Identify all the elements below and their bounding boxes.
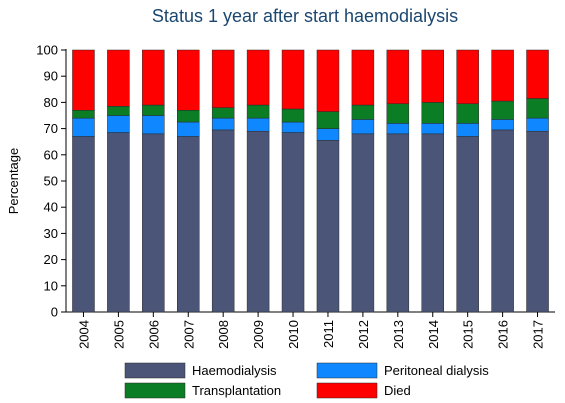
bar-segment	[526, 130, 549, 313]
bar-segment	[316, 111, 340, 129]
y-axis-label: Percentage	[6, 148, 21, 215]
bar-segment	[142, 49, 165, 106]
x-tick-label: 2014	[426, 320, 441, 349]
y-tick-label: 60	[44, 147, 58, 162]
bar-segment	[142, 104, 165, 116]
y-tick-label: 10	[44, 278, 58, 293]
y-tick-label: 90	[44, 69, 58, 84]
x-tick-label: 2011	[321, 320, 336, 348]
y-tick-label: 70	[44, 121, 58, 136]
bar-segment	[386, 123, 410, 135]
bar-segment	[456, 123, 479, 137]
bar-segment	[491, 100, 514, 120]
y-tick-label: 20	[44, 252, 58, 267]
x-tick-label: 2005	[111, 320, 126, 349]
y-tick-label: 50	[44, 174, 58, 189]
bar-segment	[281, 49, 305, 110]
bar-segment	[281, 132, 305, 313]
bar-segment	[316, 140, 340, 313]
x-tick-label: 2016	[496, 320, 511, 349]
bar-segment	[491, 49, 514, 102]
bar-segment	[526, 49, 549, 99]
bar-segment	[211, 49, 235, 108]
y-tick-label: 0	[51, 305, 58, 320]
bar-segment	[246, 104, 270, 119]
bar-segment	[386, 49, 410, 104]
bar-segment	[456, 136, 479, 313]
bar-segment	[72, 136, 95, 313]
bar-segment	[456, 103, 479, 124]
bar-segment	[177, 49, 200, 111]
bar-segment	[351, 104, 375, 120]
chart-title: Status 1 year after start haemodialysis	[152, 6, 458, 26]
bar-segment	[107, 115, 130, 133]
bar-segment	[107, 49, 130, 107]
x-tick-label: 2015	[461, 320, 476, 349]
bar-segment	[281, 108, 305, 123]
bar-segment	[491, 119, 514, 131]
bar-segment	[211, 107, 235, 119]
bar-segment	[246, 130, 270, 313]
y-tick-label: 40	[44, 200, 58, 215]
bar-segment	[72, 49, 95, 111]
x-tick-label: 2008	[216, 320, 231, 349]
bar-segment	[421, 49, 444, 103]
legend-swatch	[124, 382, 186, 399]
bar-segment	[246, 117, 270, 132]
bar-segment	[456, 49, 479, 104]
bar-segment	[72, 110, 95, 119]
legend-label: Died	[384, 383, 411, 398]
bar-segment	[351, 133, 375, 313]
bar-segment	[107, 106, 130, 116]
bar-segment	[142, 115, 165, 135]
bar-segment	[421, 133, 444, 313]
x-tick-label: 2007	[181, 320, 196, 349]
bar-segment	[386, 103, 410, 124]
legend-label: Transplantation	[192, 383, 281, 398]
bar-segment	[177, 110, 200, 123]
bar-segment	[526, 98, 549, 119]
bar-segment	[177, 136, 200, 313]
bar-segment	[177, 121, 200, 137]
bar-segment	[142, 133, 165, 313]
bar-segment	[491, 129, 514, 313]
bar-segment	[281, 121, 305, 133]
y-tick-label: 100	[36, 43, 58, 58]
bar-segment	[107, 132, 130, 313]
bar-segment	[421, 102, 444, 124]
x-tick-label: 2009	[251, 320, 266, 349]
bar-segment	[351, 119, 375, 135]
legend-swatch	[316, 362, 378, 379]
legend-label: Peritoneal dialysis	[384, 363, 489, 378]
x-tick-label: 2017	[531, 320, 546, 349]
bar-segment	[211, 129, 235, 313]
x-tick-label: 2013	[391, 320, 406, 349]
x-tick-label: 2010	[286, 320, 301, 349]
legend-swatch	[316, 382, 378, 399]
x-tick-label: 2012	[356, 320, 371, 349]
bar-segment	[246, 49, 270, 106]
legend-swatch	[124, 362, 186, 379]
bar-segment	[316, 49, 340, 112]
bar-segment	[421, 123, 444, 135]
bar-segment	[351, 49, 375, 106]
bar-segment	[316, 128, 340, 141]
y-tick-label: 80	[44, 95, 58, 110]
bar-segment	[526, 117, 549, 132]
x-tick-label: 2006	[146, 320, 161, 349]
bar-segment	[211, 117, 235, 131]
bar-segment	[386, 133, 410, 313]
bar-segment	[72, 117, 95, 137]
y-tick-label: 30	[44, 226, 58, 241]
x-tick-label: 2004	[76, 320, 91, 349]
legend-label: Haemodialysis	[192, 363, 277, 378]
